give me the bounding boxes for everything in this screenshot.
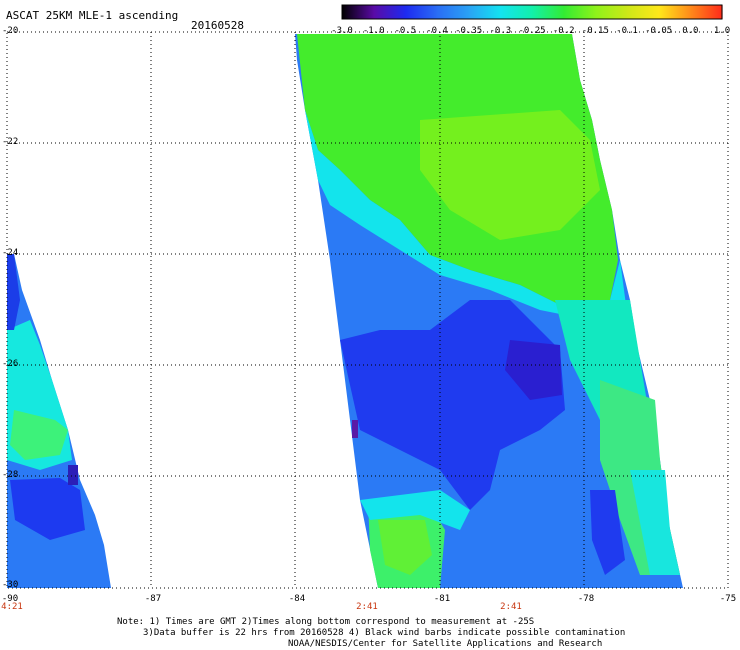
colorbar-segment <box>342 5 375 19</box>
time-label: 2:41 <box>356 602 378 612</box>
map-title: ASCAT 25KM MLE-1 ascending <box>6 9 179 22</box>
colorbar-tick-label: -3.0 <box>331 26 353 36</box>
colorbar-segment <box>690 5 723 19</box>
colorbar-tick-label: -0.3 <box>489 26 512 36</box>
colorbar-tick-label: -0.05 <box>645 26 673 36</box>
lat-label: -28 <box>2 470 19 480</box>
lon-label: -84 <box>288 594 306 604</box>
note-line-3: NOAA/NESDIS/Center for Satellite Applica… <box>288 639 603 649</box>
colorbar-segment <box>595 5 628 19</box>
colorbar-tick-label: -0.15 <box>581 26 609 36</box>
colorbar-tick-label: 0.0 <box>682 26 699 36</box>
time-label: 4:21 <box>1 602 23 612</box>
time-label: 2:41 <box>500 602 522 612</box>
colorbar-tick-label: 1.0 <box>713 26 731 36</box>
note-line-2: 3)Data buffer is 22 hrs from 20160528 4)… <box>143 628 626 638</box>
left-swath-dark2 <box>10 478 85 540</box>
lat-gridlines <box>7 142 728 477</box>
lat-label: -24 <box>2 248 19 258</box>
lon-label: -87 <box>144 594 162 604</box>
colorbar-segment <box>468 5 501 19</box>
left-swath-dark <box>7 254 20 330</box>
colorbar-segment <box>500 5 533 19</box>
colorbar-segment <box>373 5 406 19</box>
colorbar-border <box>341 4 723 20</box>
colorbar-tick-label: -0.2 <box>552 26 575 36</box>
left-swath-green <box>10 410 68 460</box>
colorbar-tick-label: -1.0 <box>362 26 385 36</box>
colorbar-tick-label: -0.4 <box>426 26 448 36</box>
lon-label: -90 <box>1 594 19 604</box>
note-line-1: Note: 1) Times are GMT 2)Times along bot… <box>117 617 535 627</box>
map-date: 20160528 <box>191 19 244 32</box>
lat-label: -22 <box>2 137 19 147</box>
lon-label: -75 <box>719 594 737 604</box>
lon-label: -78 <box>577 594 595 604</box>
swath-cyan-band <box>305 110 628 320</box>
colorbar-tick-label: -0.25 <box>518 26 546 36</box>
lon-label: -81 <box>433 594 451 604</box>
lon-gridlines <box>150 32 585 588</box>
colorbar-segment <box>627 5 660 19</box>
colorbar-segment <box>405 5 438 19</box>
lat-label: -26 <box>2 359 19 369</box>
colorbar-tick-label: -0.35 <box>455 26 483 36</box>
lat-label: -30 <box>2 580 19 590</box>
colorbar-tick-label: -0.1 <box>616 26 638 36</box>
colorbar-segment <box>658 5 691 19</box>
colorbar-segment <box>437 5 470 19</box>
colorbar-segment <box>532 5 565 19</box>
lat-label: -20 <box>2 26 19 36</box>
colorbar-tick-label: -0.5 <box>394 26 417 36</box>
colorbar-segment <box>563 5 596 19</box>
map-frame <box>6 31 729 589</box>
